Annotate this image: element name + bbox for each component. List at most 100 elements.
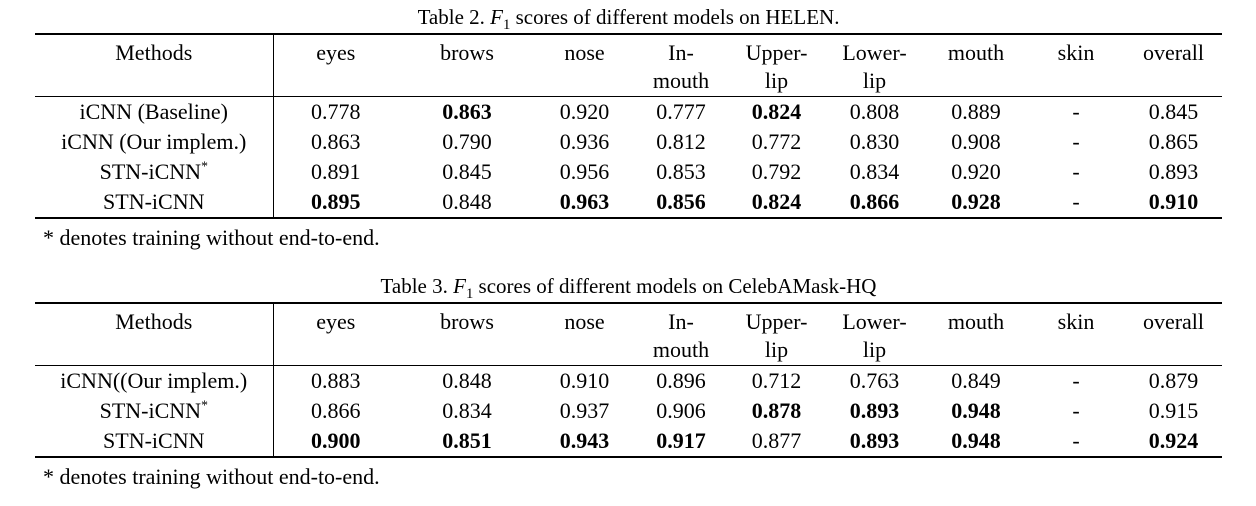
score-cell-brows: 0.790 bbox=[442, 128, 492, 154]
score-cell-nose: 0.963 bbox=[536, 186, 633, 219]
method-name: STN-iCNN bbox=[103, 188, 205, 214]
column-header-nose: nose bbox=[536, 34, 633, 97]
score-cell-lower-lip: 0.866 bbox=[824, 186, 925, 219]
caption-suffix: scores of different models on CelebAMask… bbox=[473, 274, 877, 298]
f1-scores-table-celebamask-hq: Methods eyes brows nose In-mouth Upper-lip Low… bbox=[35, 302, 1222, 458]
table3-footnote: * denotes training without end-to-end. bbox=[35, 464, 1222, 490]
column-header-overall: overall bbox=[1125, 34, 1222, 97]
method-asterisk: * bbox=[201, 158, 208, 174]
header-label-line2: lip bbox=[862, 68, 887, 93]
header-label-line1: nose bbox=[564, 40, 605, 65]
header-label-line1: eyes bbox=[316, 40, 356, 65]
score-cell-skin: - bbox=[1072, 367, 1080, 393]
column-header-eyes: eyes bbox=[273, 303, 398, 366]
score-cell-skin: - bbox=[1072, 128, 1080, 154]
table-row: STN-iCNN* 0.891 0.845 0.956 0.853 0.792 0.834 0… bbox=[35, 156, 1222, 187]
method-name: iCNN((Our implem.) bbox=[60, 367, 248, 393]
footnote-marker: * bbox=[43, 224, 54, 250]
footnote-text: denotes training without end-to-end. bbox=[54, 224, 380, 250]
score-cell-mouth: 0.948 bbox=[951, 397, 1001, 423]
header-label-line1: Methods bbox=[115, 40, 193, 65]
caption-suffix: scores of different models on HELEN. bbox=[510, 5, 840, 29]
score-cell-overall: 0.865 bbox=[1148, 128, 1199, 154]
score-cell-in-mouth: 0.917 bbox=[633, 425, 729, 458]
method-cell: STN-iCNN bbox=[35, 425, 274, 458]
score-cell-overall: 0.910 bbox=[1125, 186, 1222, 219]
score-cell-skin: - bbox=[1027, 186, 1125, 219]
table2-footnote: * denotes training without end-to-end. bbox=[35, 225, 1222, 251]
method-cell: STN-iCNN* bbox=[35, 156, 274, 187]
caption-math-subscript: 1 bbox=[465, 286, 474, 303]
method-name: STN-iCNN bbox=[99, 158, 202, 184]
column-header-eyes: eyes bbox=[273, 34, 398, 97]
score-cell-upper-lip: 0.877 bbox=[729, 425, 824, 458]
f1-scores-table-helen: Methods eyes brows nose In-mouth Upper-lip Low… bbox=[35, 33, 1222, 219]
score-cell-in-mouth: 0.906 bbox=[656, 397, 706, 423]
column-header-brows: brows bbox=[398, 303, 536, 366]
score-cell-brows: 0.848 bbox=[398, 186, 536, 219]
score-cell-skin: - bbox=[1072, 158, 1080, 184]
table-row: STN-iCNN 0.900 0.851 0.943 0.917 0.877 0.893 0.… bbox=[35, 425, 1222, 458]
column-header-brows: brows bbox=[398, 34, 536, 97]
caption-prefix: Table 3. bbox=[380, 274, 454, 298]
method-name: iCNN (Our implem.) bbox=[61, 128, 247, 154]
header-label-line1: Upper- bbox=[745, 40, 808, 65]
score-cell-overall: 0.924 bbox=[1125, 425, 1222, 458]
score-cell-mouth: 0.948 bbox=[925, 425, 1027, 458]
header-label-line1: skin bbox=[1057, 309, 1095, 334]
score-cell-nose: 0.943 bbox=[536, 425, 633, 458]
score-cell-mouth: 0.889 bbox=[951, 98, 1001, 124]
score-cell-upper-lip: 0.792 bbox=[751, 158, 802, 184]
score-cell-upper-lip: 0.772 bbox=[751, 128, 802, 154]
column-header-methods: Methods bbox=[35, 303, 274, 366]
score-cell-overall: 0.845 bbox=[1148, 98, 1199, 124]
score-cell-mouth: 0.928 bbox=[925, 186, 1027, 219]
table3-caption: Table 3. F1 scores of different models o… bbox=[35, 269, 1222, 302]
column-header-upper-lip: Upper-lip bbox=[729, 34, 824, 97]
score-cell-brows: 0.863 bbox=[442, 98, 492, 124]
header-label-line2: lip bbox=[764, 337, 789, 362]
score-cell-in-mouth: 0.856 bbox=[633, 186, 729, 219]
method-name: iCNN (Baseline) bbox=[79, 98, 228, 124]
header-row: Methods eyes brows nose In-mouth Upper-lip Low… bbox=[35, 303, 1222, 366]
table2-caption: Table 2. F1 scores of different models o… bbox=[35, 0, 1222, 33]
score-cell-eyes: 0.900 bbox=[273, 425, 398, 458]
table-row: STN-iCNN 0.895 0.848 0.963 0.856 0.824 0.866 0.… bbox=[35, 186, 1222, 219]
score-cell-nose: 0.936 bbox=[559, 128, 610, 154]
header-label-line1: Lower- bbox=[842, 309, 907, 334]
score-cell-skin: - bbox=[1072, 98, 1080, 124]
table-row: iCNN (Baseline) 0.778 0.863 0.920 0.777 0.824… bbox=[35, 96, 1222, 127]
column-header-methods: Methods bbox=[35, 34, 274, 97]
method-cell: STN-iCNN bbox=[35, 186, 274, 219]
column-header-in-mouth: In-mouth bbox=[633, 303, 729, 366]
score-cell-eyes: 0.863 bbox=[311, 128, 361, 154]
table3-section: Table 3. F1 scores of different models o… bbox=[35, 269, 1222, 490]
score-cell-in-mouth: 0.777 bbox=[656, 98, 706, 124]
header-label-line1: skin bbox=[1057, 40, 1095, 65]
score-cell-lower-lip: 0.834 bbox=[849, 158, 900, 184]
header-label-line1: nose bbox=[564, 309, 605, 334]
score-cell-in-mouth: 0.853 bbox=[656, 158, 706, 184]
column-header-skin: skin bbox=[1027, 303, 1125, 366]
column-header-lower-lip: Lower-lip bbox=[824, 303, 925, 366]
score-cell-lower-lip: 0.893 bbox=[849, 397, 900, 423]
header-label-line1: brows bbox=[440, 309, 494, 334]
score-cell-mouth: 0.849 bbox=[951, 367, 1001, 393]
score-cell-mouth: 0.920 bbox=[951, 158, 1001, 184]
method-cell: iCNN (Baseline) bbox=[35, 96, 274, 127]
header-label-line1: mouth bbox=[947, 309, 1005, 334]
score-cell-eyes: 0.891 bbox=[311, 158, 361, 184]
column-header-lower-lip: Lower-lip bbox=[824, 34, 925, 97]
caption-prefix: Table 2. bbox=[417, 5, 491, 29]
header-label-line1: brows bbox=[440, 40, 494, 65]
header-label-line1: In- bbox=[668, 40, 694, 65]
score-cell-in-mouth: 0.812 bbox=[656, 128, 706, 154]
table-row: iCNN (Our implem.) 0.863 0.790 0.936 0.812 0.… bbox=[35, 126, 1222, 157]
header-label-line1: Lower- bbox=[842, 40, 907, 65]
footnote-marker: * bbox=[43, 463, 54, 489]
score-cell-in-mouth: 0.896 bbox=[656, 367, 706, 393]
score-cell-nose: 0.937 bbox=[559, 397, 610, 423]
score-cell-nose: 0.956 bbox=[559, 158, 610, 184]
header-row: Methods eyes brows nose In-mouth Upper-lip Low… bbox=[35, 34, 1222, 97]
score-cell-overall: 0.893 bbox=[1148, 158, 1199, 184]
